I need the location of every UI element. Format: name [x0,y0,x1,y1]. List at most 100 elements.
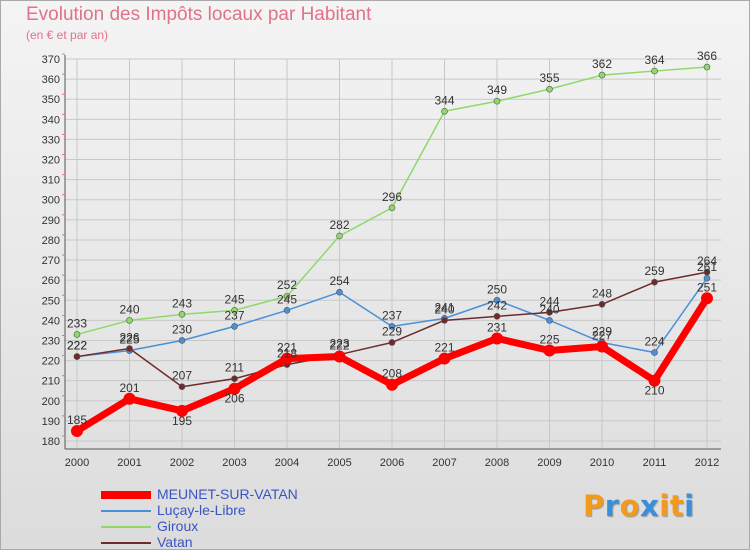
data-label: 237 [382,308,402,322]
data-label: 224 [644,335,664,349]
data-label: 349 [487,83,507,97]
data-point [543,344,556,357]
data-label: 259 [644,264,664,278]
data-label: 241 [434,300,454,314]
legend-label: MEUNET-SUR-VATAN [157,486,298,502]
data-point [598,300,606,308]
data-label: 251 [697,280,717,294]
data-point [438,352,451,365]
data-point [493,97,501,105]
data-label: 233 [67,316,87,330]
data-point [178,337,186,344]
logo-letter: i [684,489,695,523]
data-label: 225 [539,333,559,347]
proxiti-logo: Proxiti [583,489,695,523]
data-label: 201 [119,381,139,395]
legend-swatch [101,526,151,528]
legend-swatch [101,542,151,544]
data-label: 240 [539,302,559,316]
data-label: 206 [224,392,244,406]
y-tick-label: 240 [42,315,60,327]
x-tick-label: 2002 [170,457,194,469]
data-point [231,375,238,382]
data-label: 366 [697,49,717,63]
data-label: 261 [697,260,717,274]
data-label: 207 [172,369,192,383]
data-point [546,309,553,316]
data-point [493,296,501,304]
y-tick-label: 320 [42,155,60,167]
data-point [178,383,186,391]
data-label: 344 [434,93,454,107]
data-label: 221 [434,341,454,355]
y-tick-label: 190 [42,416,60,428]
data-point [491,332,503,345]
data-label: 222 [67,339,87,353]
data-label: 248 [592,286,612,300]
x-tick-label: 2007 [432,457,456,469]
data-label: 222 [67,339,87,353]
data-point [71,424,83,437]
data-point [178,311,186,318]
data-point [596,340,608,353]
data-point [386,378,398,391]
data-label: 208 [382,367,402,381]
data-point [388,204,396,212]
data-label: 223 [329,337,349,351]
data-point [648,374,661,387]
data-point [701,292,713,305]
data-point [336,232,343,240]
legend-label: Giroux [157,518,199,534]
data-point [126,345,133,352]
data-label: 195 [172,414,192,428]
data-label: 237 [224,308,244,322]
legend-swatch [101,510,151,512]
data-label: 244 [539,294,559,308]
data-label: 252 [277,278,297,292]
data-point [546,317,553,324]
data-label: 254 [329,274,349,288]
y-tick-label: 370 [42,54,60,66]
y-tick-label: 210 [42,376,60,388]
data-label: 245 [277,292,297,306]
data-label: 362 [592,57,612,71]
data-label: 229 [382,324,402,338]
chart-subtitle: (en € et par an) [26,28,109,42]
data-point [493,313,501,320]
data-point [703,63,711,71]
x-tick-label: 2010 [590,457,614,469]
axes: 180 190 200 210 220 230 240 250 260 270 280 290 300 3… [42,53,721,469]
x-tick-label: 2003 [222,457,246,469]
data-label: 250 [487,282,507,296]
data-label: 230 [172,322,192,336]
y-tick-label: 260 [42,275,60,287]
series-lines [71,63,713,437]
data-label: 210 [644,384,664,398]
data-point [598,71,606,79]
data-point [283,292,291,300]
x-tick-label: 2000 [65,457,89,469]
legend-label: Vatan [157,534,193,550]
logo-letter: o [619,489,641,523]
data-label: 218 [277,347,297,361]
y-tick-label: 360 [42,74,60,86]
logo-letter: P [583,489,605,523]
data-point [283,307,291,314]
data-label: 364 [644,53,664,67]
x-tick-label: 2004 [275,457,299,469]
data-point [231,307,238,314]
x-tick-label: 2009 [537,457,561,469]
data-label: 227 [592,329,612,343]
data-label: 355 [539,71,559,85]
data-label: 211 [225,361,244,375]
data-point [73,331,81,338]
data-point [228,382,241,395]
chart-title: Evolution des Impôts locaux par Habitant [26,4,372,25]
y-tick-label: 250 [42,295,60,307]
y-tick-label: 300 [42,195,60,207]
y-tick-label: 180 [42,436,60,448]
data-point [231,323,238,330]
x-tick-label: 2006 [380,457,404,469]
